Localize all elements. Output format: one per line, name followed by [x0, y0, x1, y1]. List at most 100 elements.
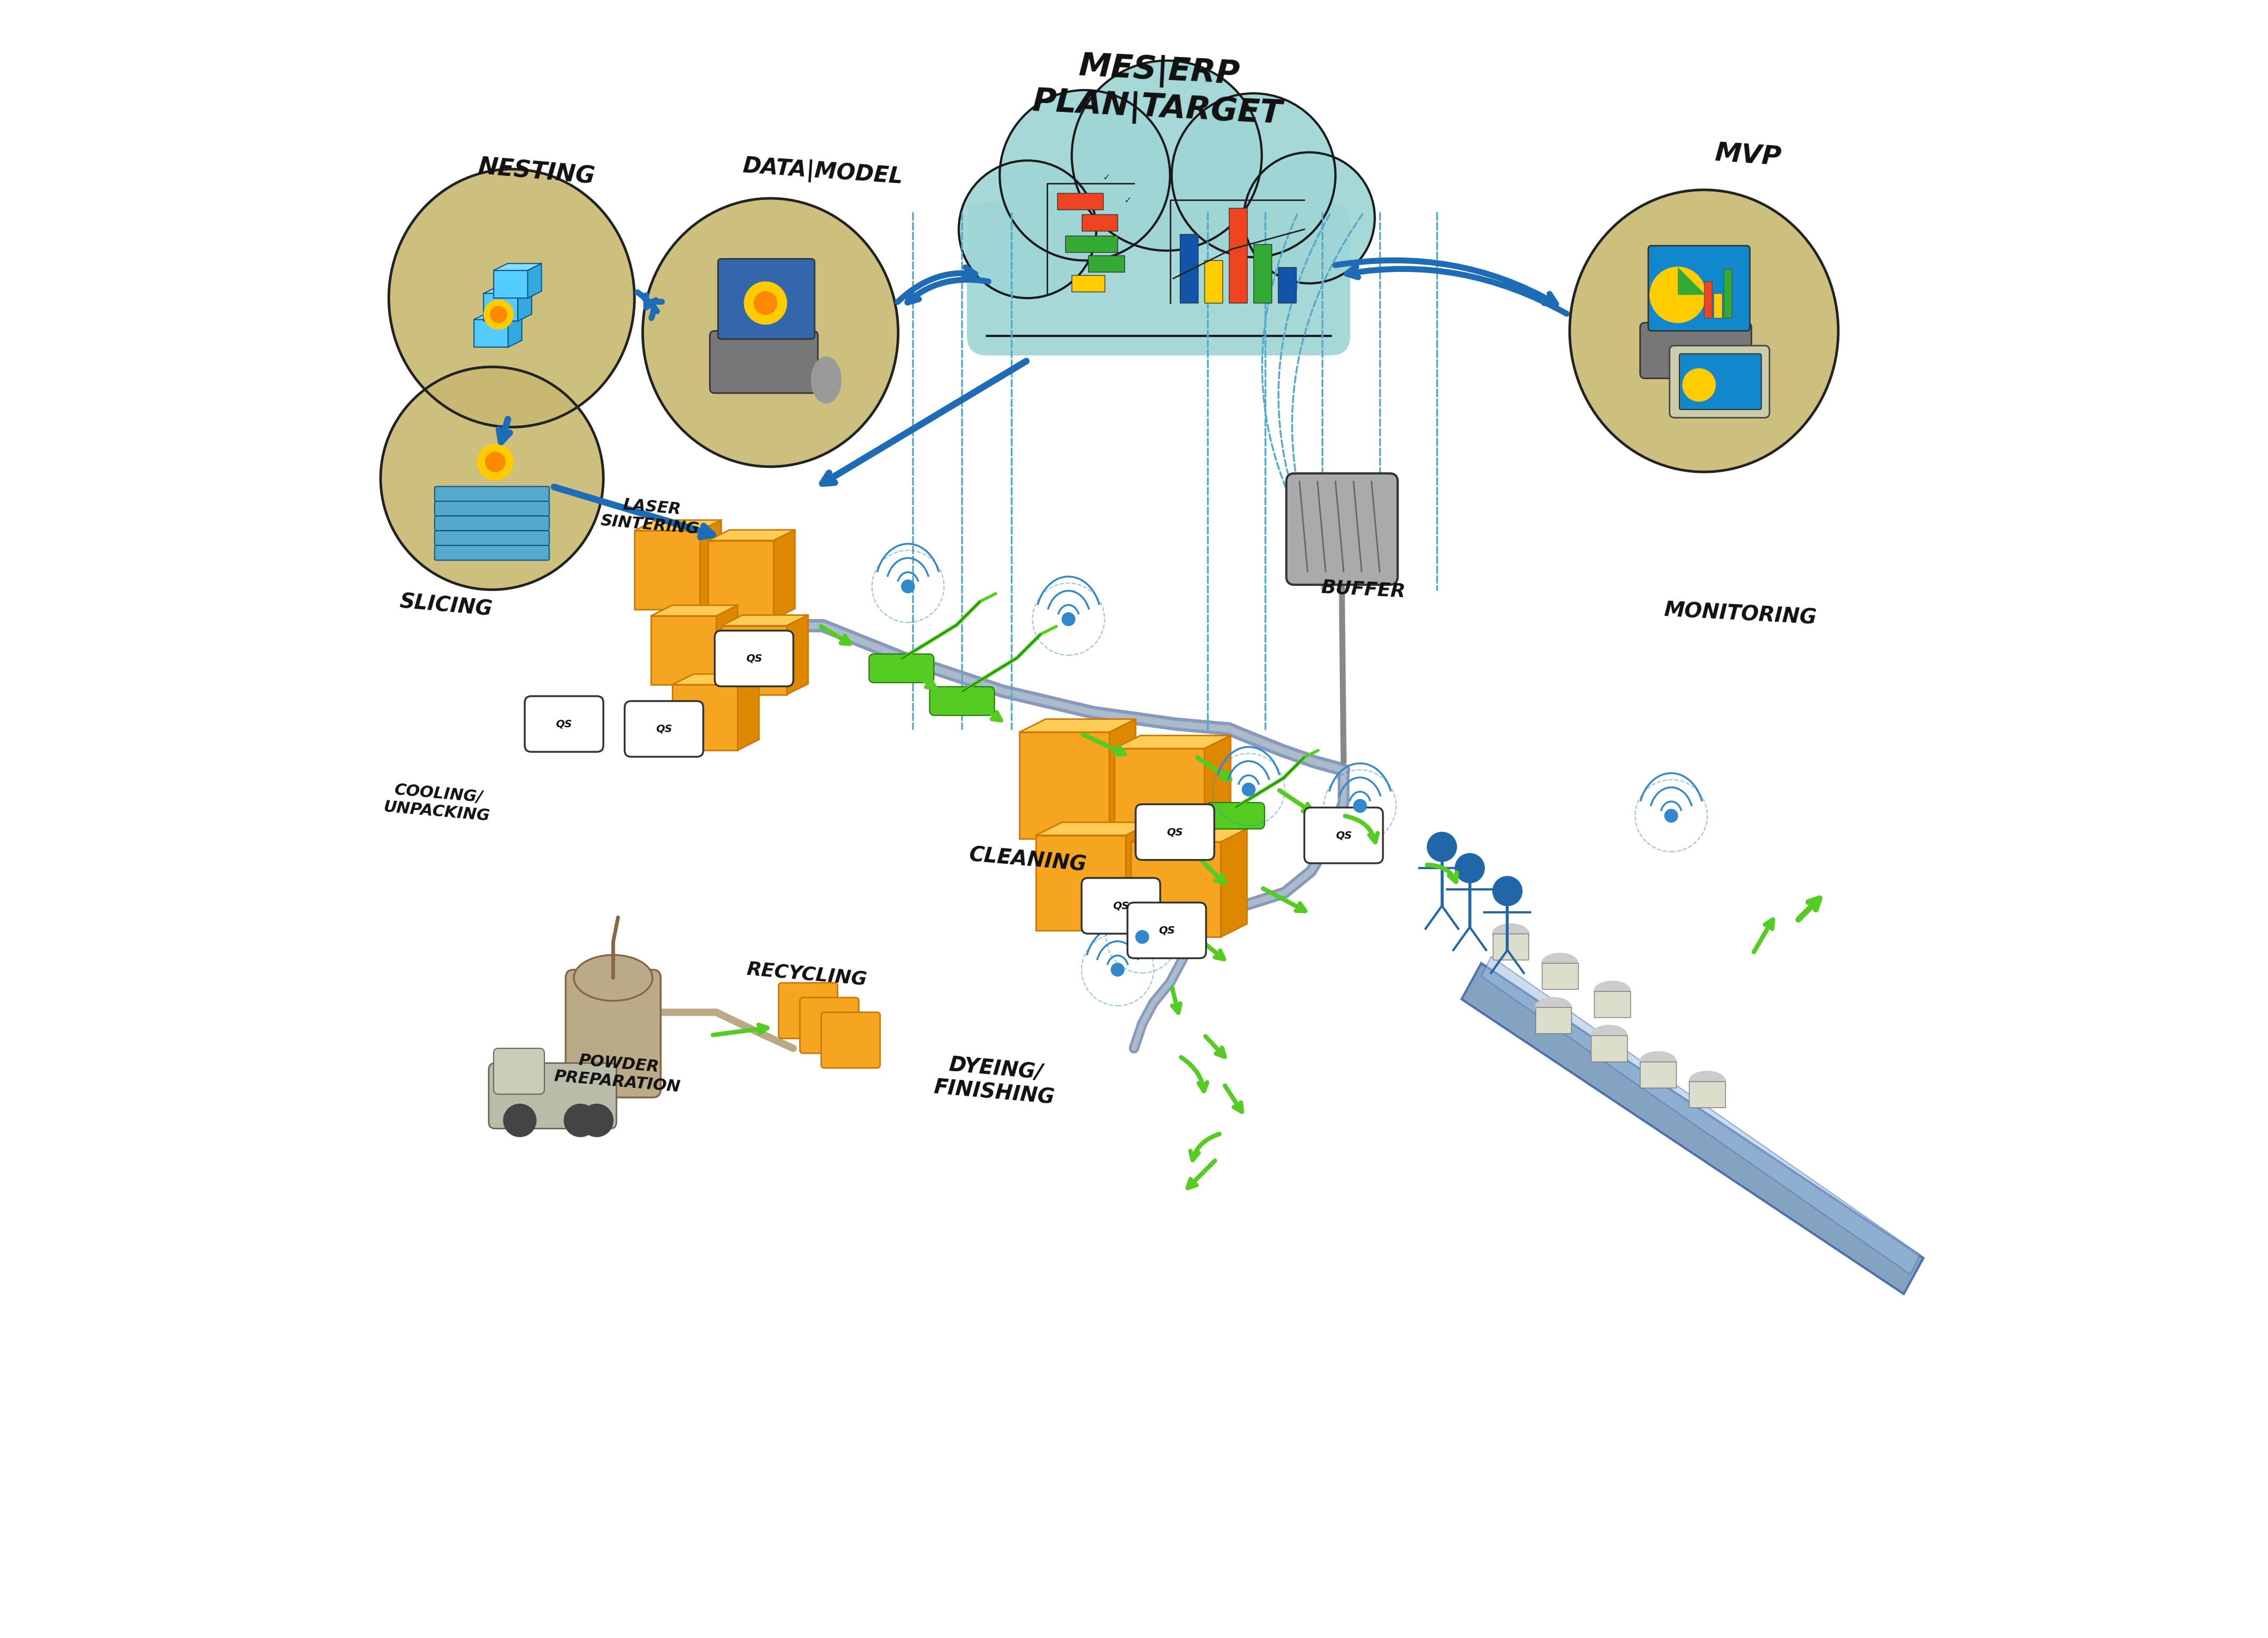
Text: MES|ERP
PLAN|TARGET: MES|ERP PLAN|TARGET — [1032, 49, 1286, 131]
Bar — [1082, 215, 1118, 231]
Bar — [1724, 269, 1733, 318]
Text: MONITORING: MONITORING — [1662, 600, 1817, 629]
Text: ✓: ✓ — [1102, 172, 1111, 182]
FancyBboxPatch shape — [778, 983, 837, 1038]
FancyBboxPatch shape — [435, 486, 549, 501]
Circle shape — [753, 292, 778, 314]
Circle shape — [1000, 90, 1170, 260]
Circle shape — [1456, 853, 1486, 883]
Bar — [1204, 260, 1222, 303]
Bar — [1066, 236, 1118, 252]
Polygon shape — [474, 313, 522, 319]
Circle shape — [1243, 152, 1374, 283]
Bar — [1542, 963, 1579, 989]
FancyBboxPatch shape — [1669, 346, 1769, 418]
FancyBboxPatch shape — [1127, 903, 1207, 958]
FancyBboxPatch shape — [565, 970, 660, 1097]
Polygon shape — [737, 675, 760, 750]
Circle shape — [959, 161, 1095, 298]
Polygon shape — [1461, 963, 1923, 1294]
Circle shape — [900, 580, 914, 593]
FancyBboxPatch shape — [1640, 323, 1751, 378]
Circle shape — [1492, 876, 1522, 906]
Polygon shape — [721, 626, 787, 695]
Text: QS: QS — [655, 724, 671, 734]
Polygon shape — [1114, 749, 1204, 855]
Polygon shape — [1220, 829, 1247, 937]
Ellipse shape — [1594, 981, 1631, 1001]
Circle shape — [1136, 930, 1148, 943]
Text: QS: QS — [1336, 830, 1352, 840]
Bar — [1640, 1061, 1676, 1088]
Polygon shape — [787, 616, 807, 695]
Bar — [1535, 1007, 1572, 1034]
FancyBboxPatch shape — [1304, 808, 1383, 863]
Ellipse shape — [1492, 924, 1529, 943]
Bar — [1690, 1081, 1726, 1107]
Text: ✓: ✓ — [1125, 195, 1132, 205]
Text: QS: QS — [1159, 925, 1175, 935]
Polygon shape — [483, 287, 531, 293]
Text: NESTING: NESTING — [476, 156, 596, 188]
Ellipse shape — [1569, 190, 1839, 472]
Polygon shape — [1481, 957, 1921, 1274]
Ellipse shape — [1542, 953, 1579, 973]
FancyBboxPatch shape — [714, 631, 794, 686]
Circle shape — [485, 452, 506, 472]
Text: QS: QS — [746, 654, 762, 663]
Bar — [1715, 293, 1721, 318]
FancyBboxPatch shape — [624, 701, 703, 757]
FancyBboxPatch shape — [435, 516, 549, 531]
Circle shape — [581, 1104, 612, 1137]
Polygon shape — [701, 521, 721, 609]
Polygon shape — [483, 293, 517, 321]
FancyBboxPatch shape — [821, 1012, 880, 1068]
Circle shape — [503, 1104, 535, 1137]
Ellipse shape — [642, 198, 898, 467]
FancyBboxPatch shape — [435, 531, 549, 545]
Circle shape — [1665, 809, 1678, 822]
Polygon shape — [494, 270, 528, 298]
FancyBboxPatch shape — [1286, 473, 1397, 585]
Polygon shape — [1204, 735, 1232, 855]
Polygon shape — [721, 616, 807, 626]
Circle shape — [1354, 799, 1368, 812]
Ellipse shape — [812, 357, 841, 403]
Text: CLEANING: CLEANING — [968, 845, 1086, 875]
Bar — [1254, 244, 1272, 303]
Polygon shape — [773, 531, 796, 619]
Polygon shape — [1114, 735, 1232, 749]
Polygon shape — [708, 531, 796, 541]
Bar — [1279, 267, 1295, 303]
Bar — [1492, 934, 1529, 960]
Polygon shape — [1036, 822, 1152, 835]
Polygon shape — [474, 319, 508, 347]
Text: POWDER
PREPARATION: POWDER PREPARATION — [553, 1050, 683, 1096]
Text: MVP: MVP — [1715, 141, 1783, 170]
Polygon shape — [717, 606, 737, 685]
Polygon shape — [635, 531, 701, 609]
Polygon shape — [708, 541, 773, 619]
Text: SLICING: SLICING — [399, 591, 494, 621]
FancyBboxPatch shape — [1136, 804, 1213, 860]
Ellipse shape — [388, 169, 635, 428]
FancyBboxPatch shape — [1678, 354, 1762, 410]
FancyBboxPatch shape — [1649, 246, 1751, 331]
Circle shape — [1427, 832, 1456, 862]
Polygon shape — [671, 685, 737, 750]
Ellipse shape — [381, 367, 603, 590]
Bar — [1057, 193, 1102, 210]
FancyBboxPatch shape — [435, 545, 549, 560]
Bar — [1594, 991, 1631, 1017]
Circle shape — [490, 306, 506, 323]
Bar — [1073, 275, 1105, 292]
Polygon shape — [1109, 719, 1136, 839]
FancyBboxPatch shape — [869, 654, 934, 683]
FancyBboxPatch shape — [966, 201, 1349, 355]
Polygon shape — [1678, 267, 1706, 295]
Circle shape — [1243, 783, 1254, 796]
Ellipse shape — [1535, 998, 1572, 1017]
Bar — [1089, 256, 1125, 272]
Circle shape — [1073, 61, 1261, 251]
FancyBboxPatch shape — [801, 998, 860, 1053]
